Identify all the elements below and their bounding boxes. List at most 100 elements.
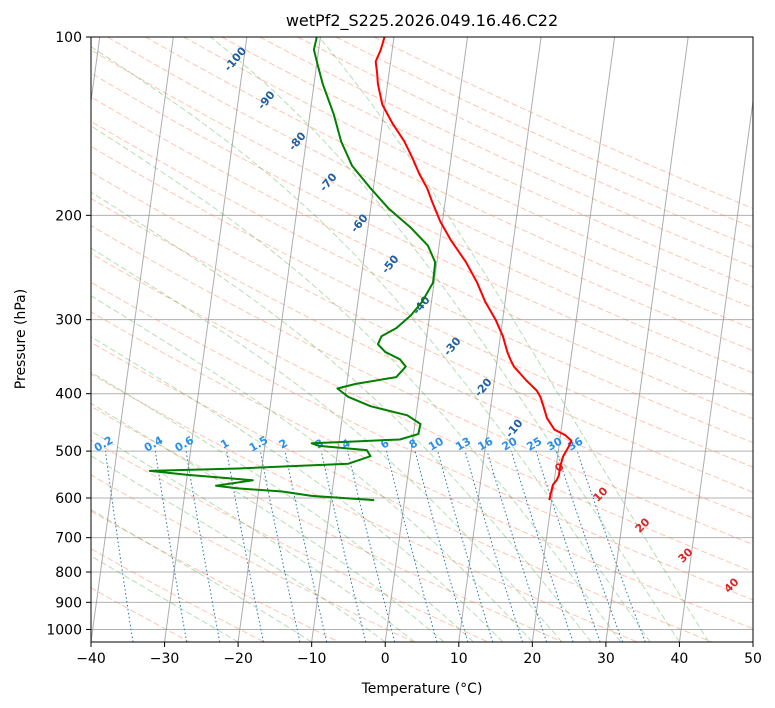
skewed-isotherms [91,37,753,642]
isotherm [678,97,753,642]
y-tick-label: 900 [55,595,82,611]
dry-adiabat [183,37,753,309]
dry-adiabat [91,49,753,374]
mixing-ratio-line [486,450,548,642]
dry-adiabat [91,341,712,642]
y-axis-label: Pressure (hPa) [13,289,29,389]
isotherm [458,37,542,642]
y-tick-label: 500 [55,444,82,460]
moist-adiabat [91,191,592,642]
dry-adiabat [91,253,753,573]
moist-adiabat [91,247,563,642]
moist-adiabat [91,125,621,642]
dry-adiabat-label: -70 [317,170,340,194]
dry-adiabat [91,96,753,420]
dry-adiabat [221,37,753,288]
dry-adiabat [91,171,753,493]
mixing-ratio-line [437,450,494,642]
x-tick-label: −10 [297,651,327,667]
mixing-ratio-line [284,451,328,642]
mixing-ratio-line [576,450,646,642]
moist-adiabats [91,37,710,642]
mixing-ratio-line [185,451,221,642]
mixing-ratio-line [226,451,264,642]
x-tick-label: 0 [381,651,390,667]
x-tick-label: 10 [450,651,468,667]
mixing-ratio-label: 8 [407,437,420,452]
isotherm [91,37,101,105]
isotherm [164,37,248,642]
dry-adiabat [91,197,753,519]
y-tick-label: 100 [55,30,82,46]
x-tick-label: 20 [523,651,541,667]
plot-area: 0.1 0.2 0.4 0.6 1 1.5 2 3 4 6 8 10 13 16 20 25 30 36-100-… [91,37,753,642]
mixing-ratio-line [510,450,574,642]
y-tick-label: 800 [55,565,82,581]
dry-adiabat-label: -30 [441,334,464,358]
dry-adiabat [91,373,638,642]
x-axis-label: Temperature (°C) [361,681,483,697]
isotherm [384,37,469,642]
dry-adiabat-label: -50 [379,252,402,276]
x-tick-label: −40 [76,651,106,667]
moist-adiabat [91,46,651,642]
x-tick-label: −30 [150,651,180,667]
mixing-ratio-line [154,451,188,642]
isotherm [605,37,689,642]
mixing-ratio-label: 6 [378,436,391,451]
mixing-ratio-line [535,450,601,642]
mixing-ratio-line [259,451,301,642]
moist-adiabat-label: 30 [676,545,696,565]
chart-title: wetPf2_S225.2026.049.16.46.C22 [286,11,558,31]
dry-adiabat [91,120,753,444]
y-tick-label: 300 [55,313,82,329]
y-tick-label: 400 [55,387,82,403]
moist-adiabat [91,555,239,642]
dry-adiabat [91,311,753,630]
mixing-ratio-label: 1 [218,437,231,452]
dry-adiabat-label: -10 [503,416,526,440]
dry-adiabat [91,72,753,397]
temperature-profile [374,37,573,501]
moist-adiabat-label: 40 [722,575,742,595]
x-tick-label: 40 [671,651,689,667]
x-axis-ticks: −40 −30 −20 −10 0 10 20 30 40 50 [76,642,762,667]
mixing-ratio-line [320,450,367,642]
moist-adiabat [91,455,386,642]
moist-adiabat [318,37,710,642]
dry-adiabat [91,145,753,468]
moist-adiabat [91,371,474,642]
isotherm [237,37,321,642]
pressure-grid [91,37,753,630]
x-tick-label: 50 [744,651,762,667]
isotherm [91,37,174,642]
y-tick-label: 700 [55,531,82,547]
mixing-ratio-line [104,451,134,642]
dry-adiabat [145,37,753,330]
mixing-ratio-line [347,450,396,642]
y-tick-label: 200 [55,208,82,224]
dry-adiabats [91,37,753,642]
dry-adiabat [91,474,414,642]
dry-adiabat-label: -20 [472,375,495,399]
y-axis-ticks: 100 200 300 400 500 600 700 800 900 1000 [46,30,91,638]
moist-adiabat-label: 20 [633,515,653,535]
sounding-profiles [148,37,573,502]
x-tick-label: −20 [223,651,253,667]
dewpoint-profile [148,37,437,502]
y-tick-label: 1000 [46,622,82,638]
moist-adiabat [91,336,504,642]
moist-adiabat [210,37,680,642]
moist-adiabat [91,295,533,642]
x-tick-label: 30 [597,651,615,667]
dry-adiabat [335,37,753,229]
moist-adiabat [91,402,445,642]
dry-adiabat [91,225,753,546]
plot-frame [90,36,754,643]
dry-adiabat [91,405,563,642]
isotherm [311,37,395,642]
y-tick-label: 600 [55,491,82,507]
mixing-ratio-line [555,450,624,642]
mixing-ratio-line [386,450,438,642]
